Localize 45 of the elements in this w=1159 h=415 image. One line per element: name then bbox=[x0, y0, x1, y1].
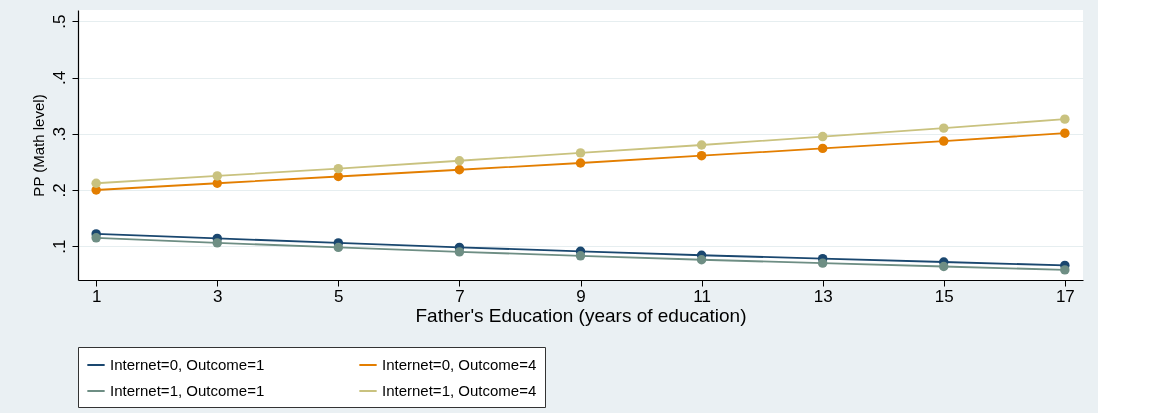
point bbox=[91, 178, 101, 188]
y-tick-label: .3 bbox=[49, 127, 69, 142]
x-tick-label: 1 bbox=[91, 286, 102, 306]
x-tick-label: 9 bbox=[576, 286, 586, 306]
x-tick-label: 13 bbox=[813, 286, 833, 306]
point bbox=[817, 131, 828, 142]
legend-label: Internet=1, Outcome=4 bbox=[382, 382, 537, 399]
point bbox=[939, 123, 949, 133]
x-tick-label: 3 bbox=[213, 286, 223, 306]
point bbox=[1060, 128, 1070, 138]
x-tick-label: 11 bbox=[693, 286, 711, 306]
point bbox=[817, 258, 828, 268]
point bbox=[333, 242, 344, 253]
point bbox=[454, 165, 465, 175]
point bbox=[212, 171, 222, 181]
point bbox=[575, 148, 586, 158]
point bbox=[696, 140, 707, 150]
point bbox=[575, 251, 586, 261]
point bbox=[939, 261, 949, 272]
y-tick-label: .1 bbox=[49, 239, 69, 254]
x-tick-label: 17 bbox=[1055, 286, 1075, 306]
point bbox=[1060, 114, 1070, 124]
x-tick-label: 15 bbox=[934, 286, 954, 306]
point bbox=[212, 238, 222, 248]
point bbox=[1060, 265, 1070, 275]
point bbox=[817, 143, 828, 154]
x-tick-label: 5 bbox=[334, 286, 344, 306]
y-tick-label: .2 bbox=[49, 183, 69, 198]
point bbox=[575, 158, 586, 168]
x-axis-title: Father's Education (years of education) bbox=[415, 304, 747, 326]
point bbox=[939, 136, 949, 146]
y-tick-label: .5 bbox=[49, 14, 69, 29]
legend-label: Internet=1, Outcome=1 bbox=[110, 382, 265, 399]
y-tick-label: .4 bbox=[49, 70, 69, 86]
point bbox=[91, 233, 101, 243]
legend-label: Internet=0, Outcome=4 bbox=[382, 356, 537, 373]
point bbox=[454, 247, 465, 257]
y-axis-title: PP (Math level) bbox=[29, 94, 47, 197]
x-tick-label: 7 bbox=[455, 286, 465, 306]
point bbox=[696, 255, 707, 265]
legend-label: Internet=0, Outcome=1 bbox=[110, 356, 265, 373]
point bbox=[454, 156, 465, 166]
point bbox=[696, 150, 707, 161]
point bbox=[333, 163, 344, 174]
point bbox=[333, 171, 344, 182]
